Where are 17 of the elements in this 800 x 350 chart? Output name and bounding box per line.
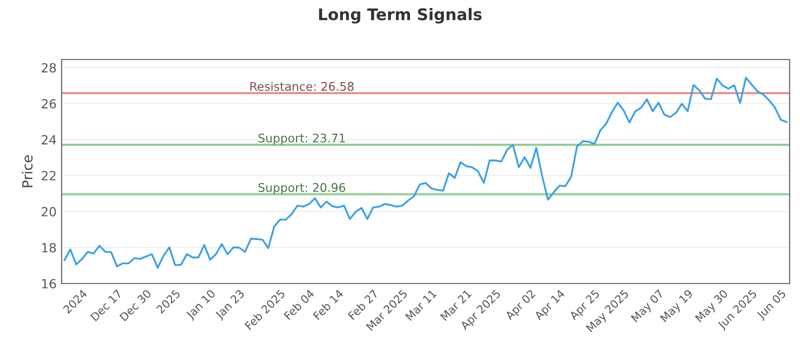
x-tick-label: Mar 11	[405, 289, 437, 321]
ref-line-label: Resistance: 26.58	[250, 82, 354, 91]
y-tick-label: 24	[42, 135, 56, 144]
y-tick-label: 18	[42, 242, 56, 252]
line-series	[64, 76, 788, 269]
y-axis-title: Price	[22, 155, 33, 188]
x-tick-label: Feb 14	[312, 288, 344, 320]
x-tick-label: Jun 05	[756, 289, 788, 322]
y-tick-label: 20	[42, 207, 56, 216]
ref-line-label: Support: 23.71	[258, 134, 345, 145]
x-tick-label: Dec 30	[119, 289, 152, 322]
y-tick-label: 22	[42, 171, 56, 180]
y-tick-label: 28	[42, 63, 56, 73]
y-tick-label: 26	[42, 99, 56, 109]
ref-line-label: Support: 20.96	[258, 183, 346, 194]
y-tick-label: 16	[42, 278, 56, 288]
chart-title: Long Term Signals	[319, 8, 482, 24]
